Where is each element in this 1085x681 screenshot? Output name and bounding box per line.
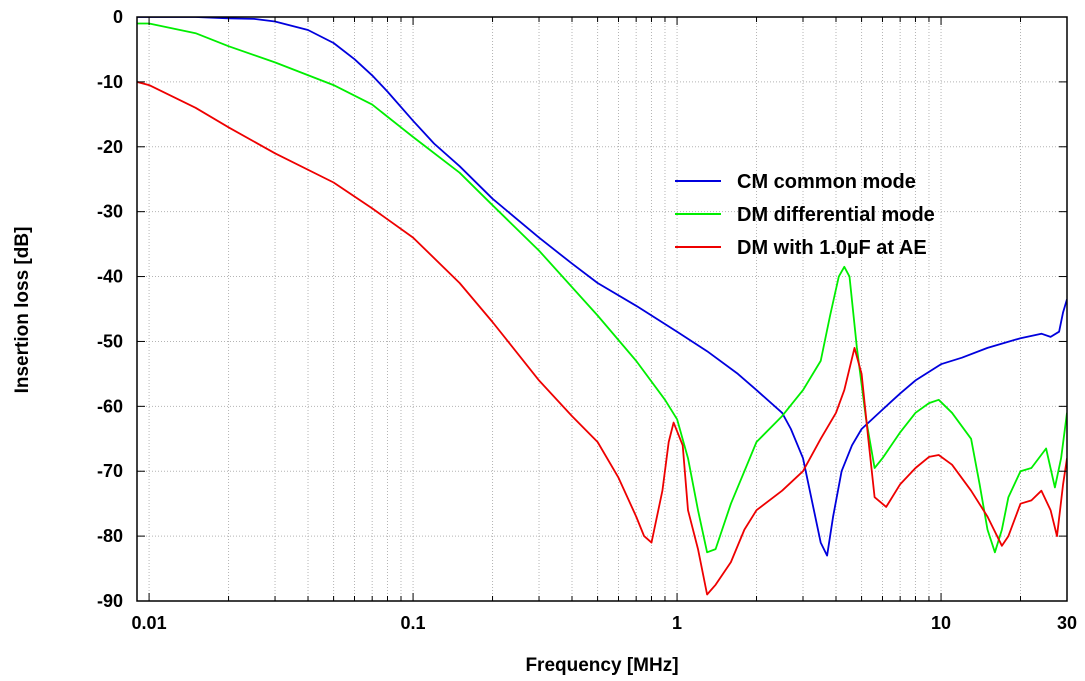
x-tick-label: 0.1 [401,613,426,633]
legend-label: DM with 1.0µF at AE [737,237,927,259]
series-line-2 [137,22,1067,554]
y-tick-label: 0 [113,7,123,27]
tick-marks [136,16,1068,602]
y-tick-label: -70 [97,461,123,481]
y-tick-label: -20 [97,137,123,157]
x-tick-label: 1 [672,613,682,633]
series-lines [137,17,1067,596]
plot-area-frame [136,16,1068,602]
y-tick-label: -10 [97,72,123,92]
legend: CM common mode DM differential mode DM wit… [675,171,935,259]
grid [136,16,1068,602]
x-tick-labels: 0.01 0.1 1 10 30 [132,613,1077,633]
x-tick-label: 10 [931,613,951,633]
legend-label: CM common mode [737,171,916,193]
y-tick-label: -60 [97,396,123,416]
x-tick-label: 0.01 [132,613,167,633]
series-line-1 [137,17,1067,557]
y-tick-labels: 0 -10 -20 -30 -40 -50 -60 -70 -80 -90 [97,7,123,611]
x-axis-title: Frequency [MHz] [525,655,678,676]
y-tick-label: -30 [97,202,123,222]
y-tick-label: -40 [97,267,123,287]
y-axis-title: Insertion loss [dB] [12,227,33,394]
y-tick-label: -90 [97,591,123,611]
y-tick-label: -80 [97,526,123,546]
series-line-3 [137,81,1067,596]
y-tick-label: -50 [97,331,123,351]
x-tick-label: 30 [1057,613,1077,633]
legend-label: DM differential mode [737,204,935,226]
